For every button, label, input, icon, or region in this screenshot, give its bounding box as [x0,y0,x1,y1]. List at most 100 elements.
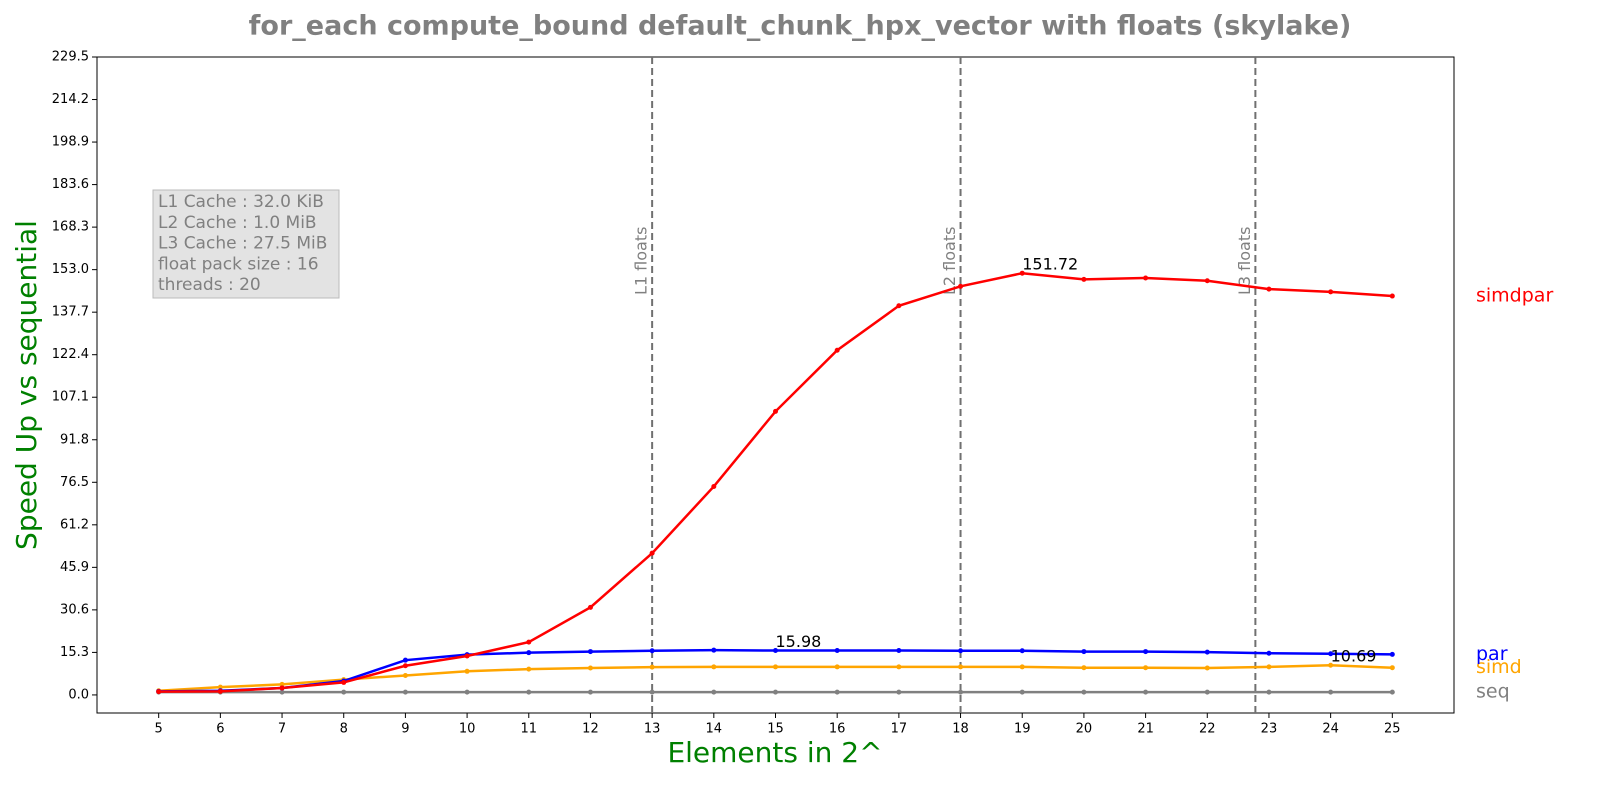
point-marker [1266,664,1272,670]
point-marker [587,665,593,671]
point-marker [341,689,347,695]
point-marker [279,689,285,695]
info-box [152,189,340,299]
point-marker [217,684,223,690]
point-marker [896,664,902,670]
x-tick-label: 19 [1014,722,1031,737]
point-marker [958,283,964,289]
point-marker [834,347,840,353]
y-tick-label: 229.5 [52,50,89,65]
point-marker [711,664,717,670]
x-tick-label: 22 [1199,722,1216,737]
point-marker [526,650,532,656]
point-marker [649,689,655,695]
point-marker [464,668,470,674]
point-marker [1019,689,1025,695]
x-tick-label: 8 [340,722,348,737]
point-marker [896,689,902,695]
y-tick-label: 107.1 [52,390,89,405]
chart-title: for_each compute_bound default_chunk_hpx… [249,11,1352,42]
x-tick-label: 23 [1261,722,1278,737]
point-marker [1389,651,1395,657]
point-marker [1143,665,1149,671]
point-marker [1204,649,1210,655]
point-marker [402,689,408,695]
point-marker [1389,293,1395,299]
point-marker [711,647,717,653]
y-tick-label: 15.3 [60,645,89,660]
point-marker [1081,276,1087,282]
x-tick-label: 24 [1322,722,1339,737]
plot-frame [96,56,1455,714]
point-marker [1266,650,1272,656]
x-tick-label: 21 [1137,722,1154,737]
point-marker [1328,289,1334,295]
point-marker [649,664,655,670]
x-tick-label: 7 [278,722,286,737]
point-marker [834,647,840,653]
cache-line-label: L2 floats [940,227,959,295]
series-line [158,271,1393,693]
annotation: 151.72 [1022,255,1078,274]
point-marker [711,689,717,695]
point-marker [773,664,778,670]
point-marker [1389,689,1395,695]
point-marker [1204,278,1210,284]
point-marker [1143,275,1149,281]
point-marker [1328,662,1334,668]
series-line [158,648,1393,693]
point-marker [1019,648,1025,654]
point-marker [341,679,347,685]
point-marker [587,689,593,695]
point-marker [402,672,408,678]
point-marker [217,688,223,694]
y-tick-label: 122.4 [52,347,89,362]
point-marker [649,550,655,556]
y-tick-label: 76.5 [60,475,89,490]
point-marker [834,689,840,695]
series-label: simd [1476,656,1522,678]
y-tick-label: 214.2 [52,92,89,107]
annotation: 15.98 [776,632,822,651]
point-marker [402,663,408,669]
cache-line-label: L3 floats [1235,227,1254,295]
point-marker [1019,270,1025,276]
y-tick-label: 198.9 [52,135,89,150]
x-tick-label: 11 [520,722,537,737]
point-marker [958,648,964,654]
point-marker [958,664,964,670]
y-tick-label: 0.0 [68,687,89,702]
y-tick-label: 183.6 [52,177,89,192]
y-tick-label: 168.3 [52,220,89,235]
x-tick-label: 15 [767,722,784,737]
point-marker [711,483,717,489]
y-tick-label: 153.0 [52,262,89,277]
x-tick-label: 25 [1384,722,1401,737]
point-marker [958,689,964,695]
cache-line-label: L1 floats [632,227,651,295]
info-text: L3 Cache : 27.5 MiB [158,234,327,254]
info-text: threads : 20 [158,275,261,295]
point-marker [896,647,902,653]
series-label: simdpar [1476,285,1553,307]
info-text: L1 Cache : 32.0 KiB [158,192,324,212]
point-marker [402,657,408,663]
y-tick-label: 61.2 [60,517,89,532]
point-marker [1389,665,1395,671]
point-marker [773,648,778,654]
point-marker [464,653,470,659]
point-marker [1143,689,1149,695]
point-marker [1081,665,1087,671]
point-marker [1266,286,1272,292]
point-marker [834,664,840,670]
point-marker [526,639,532,645]
point-marker [1266,689,1272,695]
series-label: seq [1476,681,1510,703]
info-text: L2 Cache : 1.0 MiB [158,213,317,233]
point-marker [649,648,655,654]
point-marker [464,689,470,695]
y-axis-label: Speed Up vs sequential [10,220,43,550]
y-tick-label: 45.9 [60,560,89,575]
point-marker [526,689,532,695]
